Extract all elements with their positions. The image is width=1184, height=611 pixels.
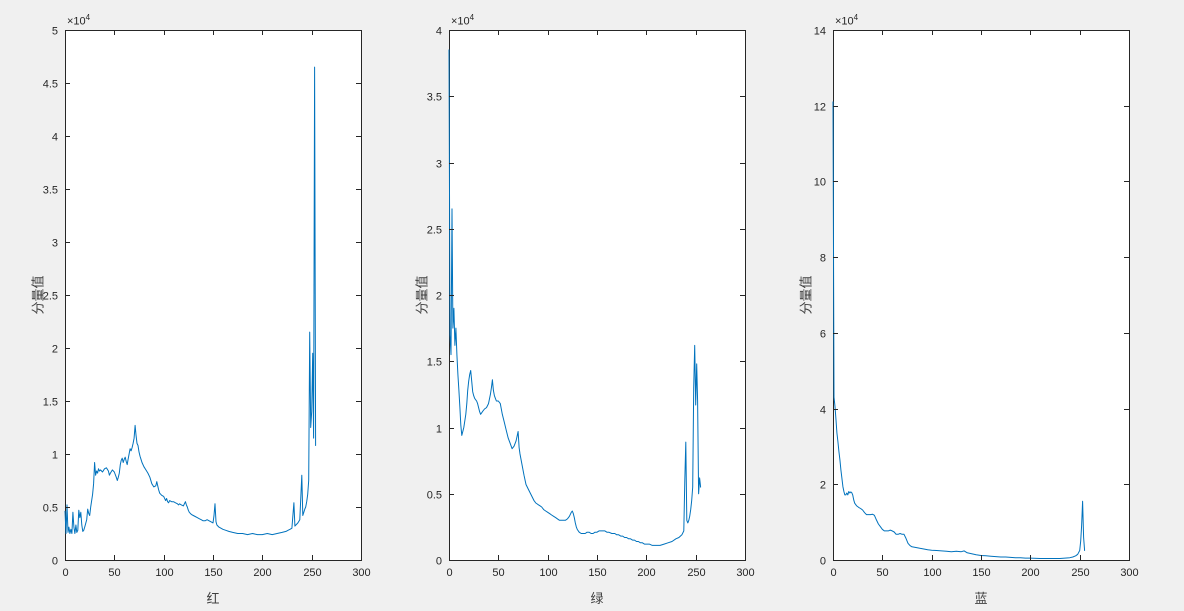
green-channel-ticks: [449, 30, 746, 561]
y-tick-label: 4: [820, 405, 826, 417]
x-tick-label: 150: [204, 567, 222, 579]
x-tick-label: 50: [876, 567, 888, 579]
x-tick-label: 150: [972, 567, 990, 579]
y-tick-label: 0: [436, 556, 442, 568]
green-channel-plot-area: [449, 30, 746, 561]
x-tick-label: 300: [1120, 567, 1138, 579]
red-channel-subplot: 0 50 100 150 200 250 300 0 0.5 1 1.5 2 2.5 3 3.5 4 4.5 5: [43, 26, 371, 580]
x-tick-label: 200: [253, 567, 271, 579]
x-tick-label: 150: [588, 567, 606, 579]
x-tick-label: 50: [108, 567, 120, 579]
y-tick-label: 3: [52, 238, 58, 250]
y-tick-label: 3.5: [427, 92, 442, 104]
y-tick-label: 3: [436, 159, 442, 171]
x-tick-label: 100: [923, 567, 941, 579]
y-tick-label: 0.5: [43, 503, 58, 515]
red-channel-ticks: [65, 30, 362, 561]
blue-channel-tick-labels: 0 50 100 150 200 250 300 0 2 4 6 8 10 12 14: [814, 26, 1139, 580]
x-tick-label: 250: [687, 567, 705, 579]
x-tick-label: 100: [539, 567, 557, 579]
blue-histogram-line: [832, 101, 1086, 559]
x-tick-label: 250: [303, 567, 321, 579]
x-tick-label: 200: [1021, 567, 1039, 579]
y-tick-label: 2: [52, 344, 58, 356]
y-tick-label: 2.5: [43, 291, 58, 303]
y-tick-label: 4: [436, 26, 442, 38]
y-tick-label: 8: [820, 253, 826, 265]
x-tick-label: 100: [155, 567, 173, 579]
blue-channel-subplot: 0 50 100 150 200 250 300 0 2 4 6 8 10 12 14: [814, 26, 1139, 580]
y-tick-label: 2: [820, 480, 826, 492]
y-tick-label: 10: [814, 177, 826, 189]
y-tick-label: 0: [820, 556, 826, 568]
green-channel-subplot: 0 50 100 150 200 250 300 0 0.5 1 1.5 2 2.5 3 3.5 4: [427, 26, 755, 580]
green-channel-tick-labels: 0 50 100 150 200 250 300 0 0.5 1 1.5 2 2.5 3 3.5 4: [427, 26, 755, 580]
x-tick-label: 0: [446, 567, 452, 579]
y-tick-label: 1.5: [43, 397, 58, 409]
y-tick-label: 0.5: [427, 490, 442, 502]
x-tick-label: 0: [62, 567, 68, 579]
red-channel-plot-area: [65, 30, 362, 561]
red-channel-tick-labels: 0 50 100 150 200 250 300 0 0.5 1 1.5 2 2.5 3 3.5 4 4.5 5: [43, 26, 371, 580]
y-tick-label: 1: [52, 450, 58, 462]
y-tick-label: 0: [52, 556, 58, 568]
green-histogram-line: [448, 49, 702, 546]
y-tick-label: 4.5: [43, 79, 58, 91]
y-tick-label: 12: [814, 102, 826, 114]
x-tick-label: 50: [492, 567, 504, 579]
y-tick-label: 14: [814, 26, 826, 38]
x-tick-label: 250: [1071, 567, 1089, 579]
y-tick-label: 2.5: [427, 225, 442, 237]
blue-channel-plot-area: [833, 30, 1130, 561]
y-tick-label: 3.5: [43, 185, 58, 197]
x-tick-label: 300: [352, 567, 370, 579]
x-tick-label: 0: [830, 567, 836, 579]
y-tick-label: 1: [436, 424, 442, 436]
y-tick-label: 2: [436, 291, 442, 303]
red-histogram-line: [64, 66, 317, 536]
y-tick-label: 1.5: [427, 357, 442, 369]
blue-channel-ticks: [833, 30, 1130, 561]
y-tick-label: 4: [52, 132, 58, 144]
x-tick-label: 200: [637, 567, 655, 579]
x-tick-label: 300: [736, 567, 754, 579]
y-tick-label: 5: [52, 26, 58, 38]
y-tick-label: 6: [820, 329, 826, 341]
